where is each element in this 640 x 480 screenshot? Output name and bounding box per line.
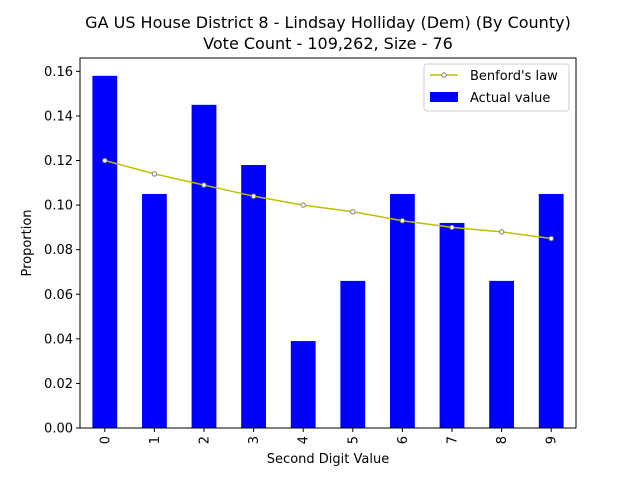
legend-line-marker bbox=[441, 72, 447, 78]
x-tick-label-5: 5 bbox=[346, 436, 361, 444]
legend-bar-swatch bbox=[430, 92, 458, 102]
bar-5 bbox=[340, 280, 366, 428]
y-axis-label: Proportion bbox=[20, 209, 35, 276]
bar-2 bbox=[191, 104, 217, 429]
chart-title-line1: GA US House District 8 - Lindsay Hollida… bbox=[85, 13, 571, 32]
y-axis: 0.00 0.02 0.04 0.06 0.08 0.10 0.12 0.14 0.16 bbox=[44, 65, 80, 437]
x-tick-label-9: 9 bbox=[545, 436, 560, 444]
bar-3 bbox=[241, 164, 266, 428]
benford-point-3 bbox=[250, 193, 257, 199]
bar-9 bbox=[538, 193, 564, 428]
y-tick-label-4: 0.08 bbox=[44, 243, 73, 258]
x-axis: 0 1 2 3 4 5 6 7 8 9 bbox=[98, 428, 560, 444]
x-tick-label-4: 4 bbox=[297, 436, 312, 444]
x-tick-label-7: 7 bbox=[446, 436, 461, 444]
benford-point-6 bbox=[399, 218, 406, 224]
x-tick-label-2: 2 bbox=[198, 436, 213, 444]
benford-point-8 bbox=[498, 229, 505, 235]
y-tick-label-7: 0.14 bbox=[44, 109, 73, 124]
y-tick-label-1: 0.02 bbox=[44, 377, 73, 392]
legend-label-actual: Actual value bbox=[470, 91, 550, 106]
y-tick-label-5: 0.10 bbox=[44, 199, 73, 214]
x-tick-label-1: 1 bbox=[148, 436, 163, 444]
x-axis-label: Second Digit Value bbox=[267, 452, 389, 467]
plot-frame bbox=[79, 57, 577, 429]
bar-4 bbox=[290, 341, 316, 428]
benford-point-7 bbox=[449, 224, 455, 231]
x-tick-label-6: 6 bbox=[396, 436, 411, 444]
benford-point-1 bbox=[151, 171, 158, 177]
benford-point-2 bbox=[201, 182, 207, 188]
legend: Benford's law Actual value bbox=[423, 63, 570, 112]
x-tick-label-8: 8 bbox=[495, 436, 510, 444]
x-tick-label-0: 0 bbox=[98, 436, 113, 444]
bar-6 bbox=[390, 193, 415, 428]
benford-point-4 bbox=[300, 202, 306, 208]
legend-label-benford: Benford's law bbox=[470, 69, 558, 84]
benford-point-0 bbox=[102, 157, 108, 164]
y-tick-label-3: 0.06 bbox=[44, 288, 73, 303]
benford-line bbox=[104, 159, 552, 240]
bar-8 bbox=[489, 280, 514, 428]
benford-point-5 bbox=[350, 209, 356, 215]
bar-0 bbox=[92, 75, 118, 428]
bar-7 bbox=[439, 222, 465, 428]
bar-1 bbox=[142, 193, 167, 428]
chart-title-line2: Vote Count - 109,262, Size - 76 bbox=[203, 34, 453, 53]
y-tick-label-0: 0.00 bbox=[44, 422, 73, 437]
y-tick-label-2: 0.04 bbox=[44, 332, 73, 347]
x-tick-label-3: 3 bbox=[247, 436, 262, 444]
bars-layer bbox=[92, 75, 564, 429]
y-tick-label-6: 0.12 bbox=[44, 154, 73, 169]
legend-box bbox=[423, 63, 570, 112]
benford-point-9 bbox=[548, 235, 554, 242]
benford-line-layer bbox=[102, 157, 554, 242]
y-tick-label-8: 0.16 bbox=[44, 65, 73, 80]
